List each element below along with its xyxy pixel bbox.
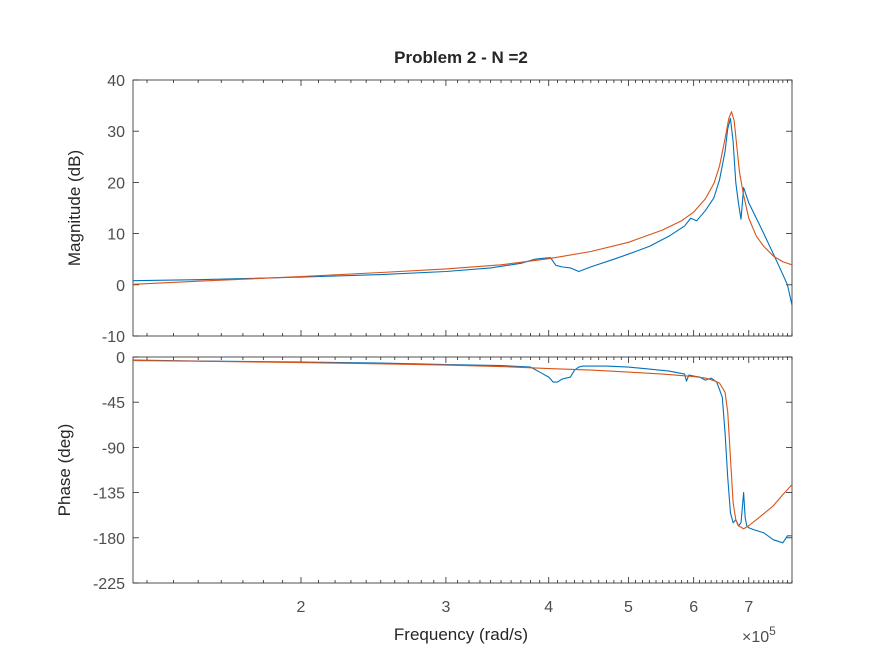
phase-y-tick-label: -90 xyxy=(102,440,125,457)
phase-fit-line xyxy=(133,359,792,530)
x-tick-label: 2 xyxy=(297,599,306,616)
x-tick-label: 3 xyxy=(441,599,450,616)
magnitude-measured-line xyxy=(133,117,792,306)
x-tick-label: 4 xyxy=(544,599,553,616)
x-axis-label: Frequency (rad/s) xyxy=(394,625,528,644)
magnitude-panel: Magnitude (dB) 40 30 20 10 0 -10 xyxy=(65,73,793,346)
phase-y-tick-label: -180 xyxy=(93,531,125,548)
x-tick-label: 7 xyxy=(744,599,753,616)
phase-y-tick-label: 0 xyxy=(116,350,125,367)
phase-panel: Phase (deg) 0 -45 -90 -135 -180 -225 xyxy=(55,350,793,593)
magnitude-y-tick-label: 30 xyxy=(107,124,125,141)
magnitude-y-tick-label: 10 xyxy=(107,227,125,244)
phase-y-tick-label: -225 xyxy=(93,576,125,593)
magnitude-y-tick-label: 40 xyxy=(107,73,125,90)
chart-title: Problem 2 - N =2 xyxy=(394,48,528,67)
x-axis-multiplier: ×105 xyxy=(742,624,776,646)
phase-axes-frame xyxy=(132,356,793,584)
magnitude-y-axis-label: Magnitude (dB) xyxy=(65,150,84,266)
magnitude-y-tick-label: 20 xyxy=(107,175,125,192)
phase-measured-line xyxy=(133,359,792,544)
magnitude-y-tick-label: -10 xyxy=(102,329,125,346)
x-tick-label: 5 xyxy=(624,599,633,616)
magnitude-y-tick-label: 0 xyxy=(116,278,125,295)
magnitude-axes-frame xyxy=(132,79,793,337)
magnitude-fit-line xyxy=(133,111,792,285)
phase-y-tick-label: -135 xyxy=(93,486,125,503)
x-tick-label: 6 xyxy=(689,599,698,616)
phase-y-axis-label: Phase (deg) xyxy=(55,424,74,517)
phase-y-tick-label: -45 xyxy=(102,395,125,412)
